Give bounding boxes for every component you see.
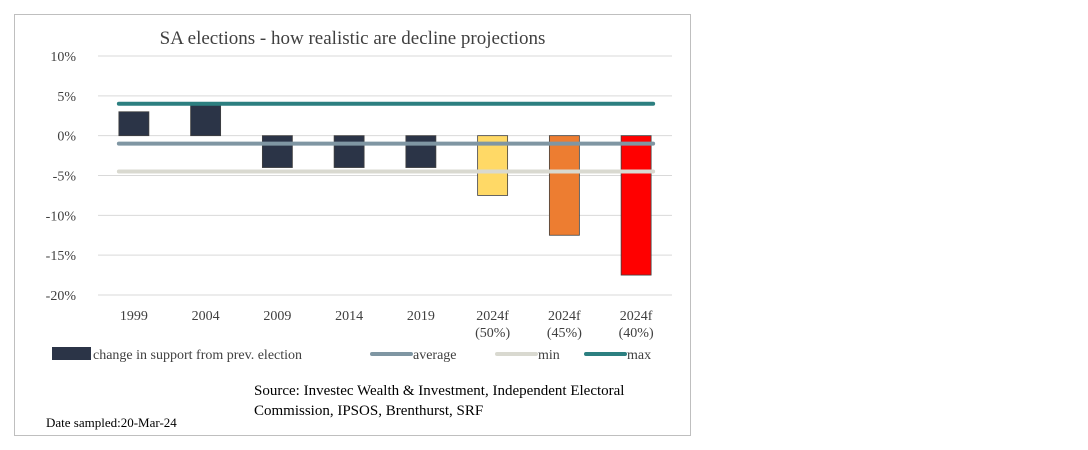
legend-label-average: average [413, 348, 457, 363]
bar [118, 111, 150, 137]
y-tick-label: 10% [50, 50, 76, 65]
gridlines [98, 55, 672, 296]
y-tick-label: 0% [57, 130, 76, 145]
x-tick-label: (45%) [547, 326, 582, 341]
bar [333, 135, 365, 168]
x-tick-label: 2014 [335, 309, 363, 324]
y-tick-label: -10% [46, 209, 77, 224]
bar [190, 103, 222, 137]
legend: change in support from prev. election ave… [52, 347, 651, 363]
bar [548, 135, 580, 236]
bars [118, 103, 652, 276]
x-tick-label: (40%) [619, 326, 654, 341]
x-tick-label: 2024f [548, 309, 581, 324]
x-tick-label: 2024f [476, 309, 509, 324]
legend-swatch-change-in-support [52, 347, 91, 360]
bar [620, 135, 652, 276]
x-tick-label: 2004 [192, 309, 220, 324]
y-tick-label: 5% [57, 90, 76, 105]
x-axis-ticks: 1999 2004 2009 2014 2019 2024f (50%) 2024f (45%)… [120, 309, 654, 341]
y-tick-label: -5% [53, 170, 77, 185]
source-line-2: Commission, IPSOS, Brenthurst, SRF [254, 403, 484, 419]
bar [405, 135, 437, 168]
reference-lines [116, 101, 656, 174]
x-tick-label: 2024f [620, 309, 653, 324]
bar [261, 135, 293, 168]
y-tick-label: -20% [46, 289, 77, 304]
date-sampled: Date sampled:20-Mar-24 [46, 415, 177, 430]
x-tick-label: 2009 [263, 309, 291, 324]
source-line-1: Source: Investec Wealth & Investment, In… [254, 383, 625, 399]
legend-label-min: min [538, 348, 560, 363]
source-note: Source: Investec Wealth & Investment, In… [254, 381, 684, 421]
chart-title: SA elections - how realistic are decline… [159, 28, 546, 49]
x-tick-label: (50%) [475, 326, 510, 341]
legend-label-change-in-support: change in support from prev. election [93, 348, 302, 363]
x-tick-label: 1999 [120, 309, 148, 324]
y-tick-label: -15% [46, 249, 77, 264]
y-axis-ticks: 10% 5% 0% -5% -10% -15% -20% [46, 50, 77, 304]
legend-label-max: max [627, 348, 651, 363]
x-tick-label: 2019 [407, 309, 435, 324]
